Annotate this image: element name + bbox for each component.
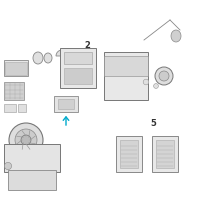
FancyBboxPatch shape bbox=[152, 136, 178, 172]
FancyBboxPatch shape bbox=[64, 52, 92, 64]
FancyBboxPatch shape bbox=[4, 82, 24, 100]
Circle shape bbox=[159, 71, 169, 81]
Circle shape bbox=[154, 84, 158, 88]
Circle shape bbox=[143, 79, 149, 85]
Text: 5: 5 bbox=[150, 119, 156, 128]
FancyBboxPatch shape bbox=[64, 68, 92, 84]
FancyBboxPatch shape bbox=[5, 62, 27, 75]
Ellipse shape bbox=[33, 52, 43, 64]
FancyBboxPatch shape bbox=[116, 136, 142, 172]
FancyBboxPatch shape bbox=[4, 104, 16, 112]
Circle shape bbox=[15, 129, 37, 151]
Circle shape bbox=[155, 67, 173, 85]
FancyBboxPatch shape bbox=[18, 104, 26, 112]
FancyBboxPatch shape bbox=[104, 56, 148, 76]
FancyBboxPatch shape bbox=[4, 144, 60, 172]
FancyBboxPatch shape bbox=[54, 96, 78, 112]
FancyBboxPatch shape bbox=[8, 170, 56, 190]
FancyBboxPatch shape bbox=[4, 60, 28, 76]
Ellipse shape bbox=[171, 30, 181, 42]
Ellipse shape bbox=[44, 53, 52, 63]
FancyBboxPatch shape bbox=[156, 140, 174, 168]
FancyBboxPatch shape bbox=[60, 48, 96, 88]
Circle shape bbox=[21, 135, 31, 145]
FancyBboxPatch shape bbox=[58, 99, 74, 109]
FancyBboxPatch shape bbox=[104, 52, 148, 100]
FancyBboxPatch shape bbox=[120, 140, 138, 168]
Wedge shape bbox=[56, 50, 68, 56]
Circle shape bbox=[9, 123, 43, 157]
Circle shape bbox=[4, 162, 12, 170]
Text: 2: 2 bbox=[84, 41, 90, 50]
